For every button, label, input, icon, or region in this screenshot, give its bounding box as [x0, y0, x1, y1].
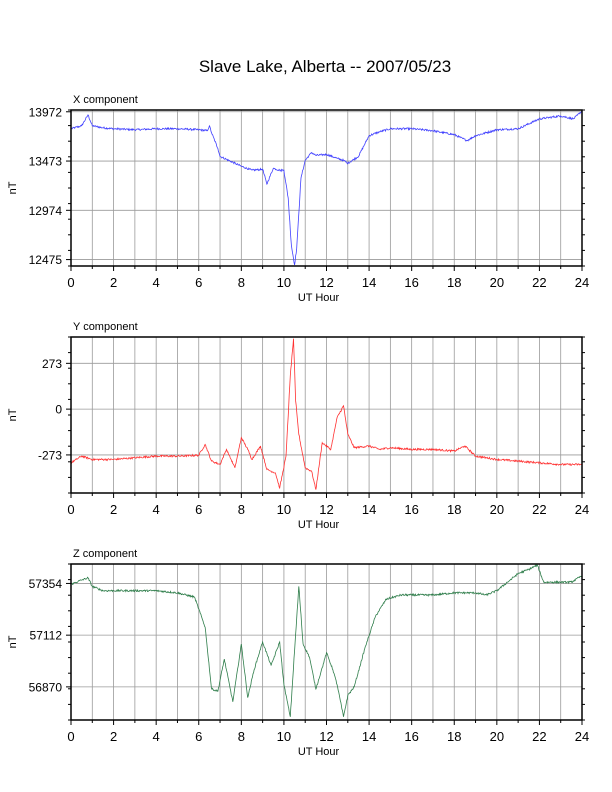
- y-axis-label: nT: [7, 635, 19, 648]
- x-tick-label: 20: [490, 275, 504, 290]
- x-tick-label: 22: [532, 275, 546, 290]
- x-tick-label: 2: [110, 729, 117, 744]
- x-tick-label: 24: [575, 275, 589, 290]
- x-tick-label: 22: [532, 502, 546, 517]
- y-tick-label: 273: [42, 357, 62, 371]
- x-tick-label: 18: [447, 502, 461, 517]
- y-tick-label: 57354: [29, 577, 63, 591]
- x-tick-label: 12: [319, 502, 333, 517]
- y-axis-label: nT: [7, 408, 19, 421]
- x-axis-label: UT Hour: [298, 519, 340, 531]
- x-tick-label: 18: [447, 729, 461, 744]
- panel-label: X component: [73, 94, 138, 106]
- x-tick-label: 24: [575, 502, 589, 517]
- series-line: [70, 563, 583, 717]
- x-tick-label: 0: [67, 502, 74, 517]
- x-tick-label: 10: [277, 729, 291, 744]
- panel-label: Y component: [73, 321, 138, 333]
- x-tick-label: 0: [67, 729, 74, 744]
- y-tick-label: 0: [55, 403, 62, 417]
- x-tick-label: 22: [532, 729, 546, 744]
- y-tick-label: 57112: [30, 629, 63, 643]
- panel-label: Z component: [73, 548, 137, 560]
- x-tick-label: 16: [404, 729, 418, 744]
- x-tick-label: 2: [110, 275, 117, 290]
- y-tick-label: 13473: [29, 155, 63, 169]
- x-tick-label: 20: [490, 729, 504, 744]
- y-tick-label: 56870: [29, 680, 63, 694]
- x-tick-label: 12: [319, 729, 333, 744]
- x-tick-label: 2: [110, 502, 117, 517]
- x-tick-label: 8: [238, 729, 245, 744]
- x-tick-label: 14: [362, 502, 376, 517]
- x-tick-label: 6: [195, 275, 202, 290]
- x-tick-label: 4: [153, 729, 160, 744]
- y-tick-label: 12475: [29, 253, 63, 267]
- x-tick-label: 0: [67, 275, 74, 290]
- x-tick-label: 16: [404, 275, 418, 290]
- x-tick-label: 24: [575, 729, 589, 744]
- x-tick-label: 4: [153, 275, 160, 290]
- x-tick-label: 14: [362, 729, 376, 744]
- series-line: [70, 110, 583, 266]
- x-tick-label: 12: [319, 275, 333, 290]
- x-tick-label: 10: [277, 502, 291, 517]
- x-tick-label: 8: [238, 502, 245, 517]
- x-tick-label: 16: [404, 502, 418, 517]
- series-line: [70, 338, 582, 490]
- x-tick-label: 20: [490, 502, 504, 517]
- x-tick-label: 4: [153, 502, 160, 517]
- y-axis-label: nT: [7, 181, 19, 194]
- x-tick-label: 18: [447, 275, 461, 290]
- x-axis-label: UT Hour: [298, 746, 340, 758]
- page-title: Slave Lake, Alberta -- 2007/05/23: [198, 57, 452, 76]
- x-tick-label: 6: [195, 729, 202, 744]
- x-tick-label: 14: [362, 275, 376, 290]
- x-tick-label: 6: [195, 502, 202, 517]
- x-tick-label: 8: [238, 275, 245, 290]
- x-axis-label: UT Hour: [298, 292, 340, 304]
- y-tick-label: 13972: [29, 105, 63, 119]
- y-tick-label: 12974: [29, 204, 63, 218]
- x-tick-label: 10: [277, 275, 291, 290]
- y-tick-label: -273: [38, 448, 62, 462]
